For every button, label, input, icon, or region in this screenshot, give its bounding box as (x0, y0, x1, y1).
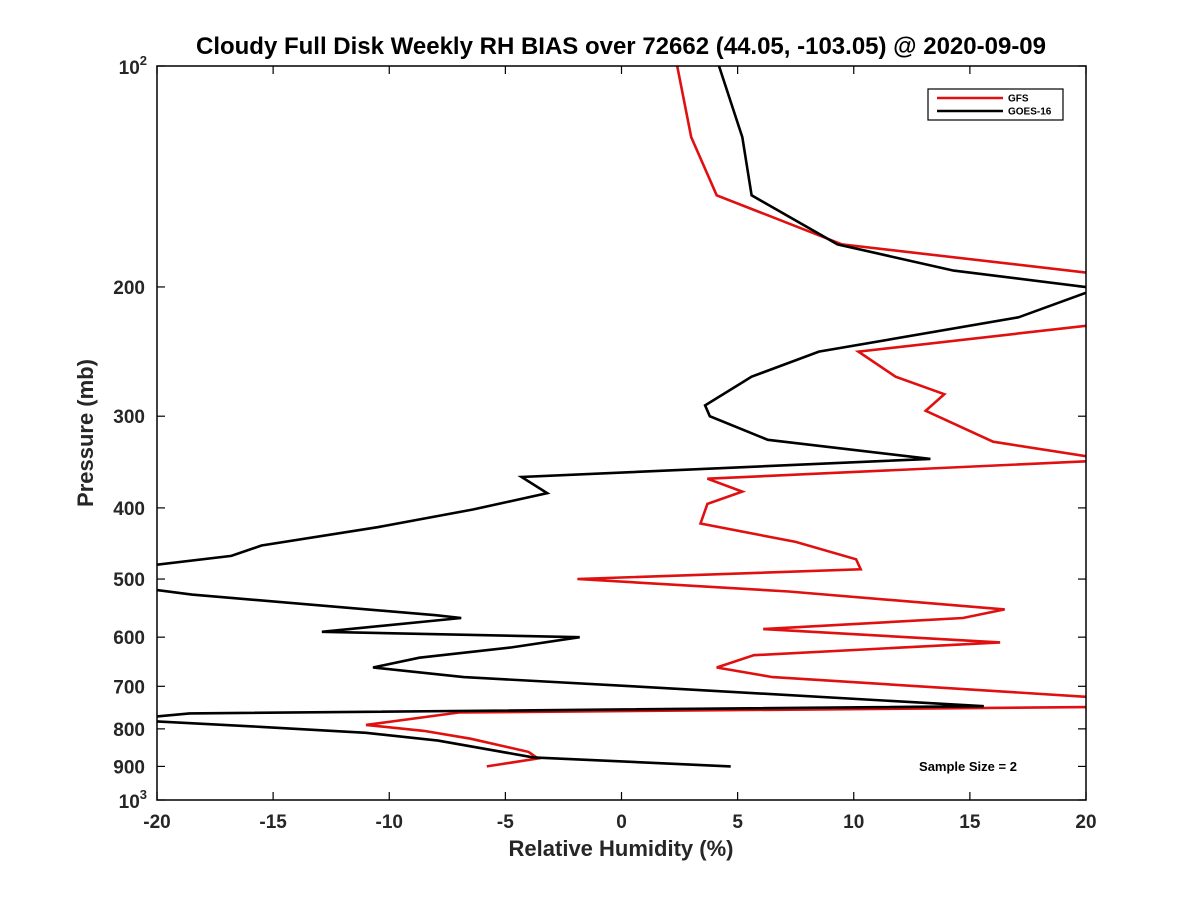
ticks-layer: -20 -15 -10 -5 0 5 10 15 20102200300400500600700… (113, 53, 1096, 833)
series-layer (157, 66, 1086, 768)
y-tick-exponent: 2 (140, 53, 147, 68)
series-line-goes-16 (157, 66, 1086, 768)
legend-label: GFS (1008, 94, 1029, 105)
legend: GFS GOES-16 (927, 88, 1064, 121)
y-tick-label: 400 (113, 499, 145, 520)
y-axis-label: Pressure (mb) (73, 359, 98, 507)
x-tick-label: 0 (616, 812, 627, 833)
x-tick-label: 10 (843, 812, 864, 833)
y-tick-label: 600 (113, 628, 145, 649)
x-tick-label: -5 (497, 812, 514, 833)
x-tick-label: 15 (959, 812, 981, 833)
y-tick-label-power: 103 (119, 787, 147, 813)
y-tick-label: 900 (113, 757, 145, 778)
legend-label: GOES-16 (1008, 107, 1052, 118)
y-tick-label: 700 (113, 677, 145, 698)
legend-box (927, 88, 1064, 121)
x-tick-label: -20 (143, 812, 170, 833)
x-axis-label: Relative Humidity (%) (509, 836, 734, 861)
x-tick-label: -10 (376, 812, 403, 833)
y-tick-label-power: 102 (119, 53, 147, 79)
sample-size-annotation: Sample Size = 2 (919, 759, 1017, 774)
series-line-gfs (365, 66, 1086, 768)
y-tick-label: 800 (113, 720, 145, 741)
x-tick-label: 20 (1075, 812, 1096, 833)
y-tick-base: 10 (119, 792, 140, 813)
x-tick-label: -15 (259, 812, 287, 833)
axes-box (156, 65, 1087, 801)
chart-title: Cloudy Full Disk Weekly RH BIAS over 726… (196, 33, 1046, 60)
y-tick-exponent: 3 (140, 787, 147, 802)
y-tick-label: 300 (113, 407, 145, 428)
x-tick-label: 5 (732, 812, 743, 833)
y-tick-label: 500 (113, 570, 145, 591)
y-tick-base: 10 (119, 58, 140, 79)
y-tick-label: 200 (113, 278, 145, 299)
